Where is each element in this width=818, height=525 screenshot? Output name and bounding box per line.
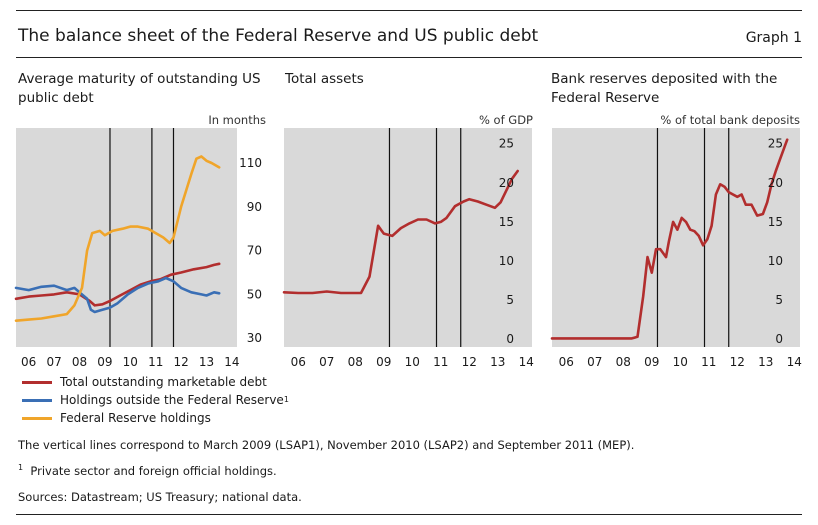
y-tick-label-total-assets: 25: [499, 137, 514, 151]
top-rule: [16, 10, 802, 11]
x-tick-label-maturity: 14: [224, 355, 239, 369]
x-tick-label-total-assets: 06: [291, 355, 306, 369]
panel-title-bank-reserves: Bank reserves deposited with the Federal…: [551, 71, 778, 106]
x-tick-label-total-assets: 13: [490, 355, 505, 369]
unit-label-bank-reserves: % of total bank deposits: [660, 113, 800, 127]
y-tick-label-maturity: 90: [247, 200, 262, 214]
x-tick-label-maturity: 09: [97, 355, 112, 369]
y-tick-label-maturity: 30: [247, 331, 262, 345]
x-tick-label-bank-reserves: 08: [616, 355, 631, 369]
x-tick-label-total-assets: 12: [462, 355, 477, 369]
x-tick-label-bank-reserves: 13: [758, 355, 773, 369]
x-tick-label-total-assets: 10: [405, 355, 420, 369]
y-tick-label-total-assets: 0: [506, 332, 514, 346]
y-tick-label-maturity: 70: [247, 244, 262, 258]
series-line-maturity-2: [14, 276, 221, 314]
x-tick-label-maturity: 12: [173, 355, 188, 369]
footnote-text: Private sector and foreign official hold…: [30, 463, 277, 478]
legend-swatch-fed-holdings: [22, 416, 52, 420]
x-tick-label-maturity: 10: [123, 355, 138, 369]
x-tick-label-total-assets: 09: [376, 355, 391, 369]
bottom-rule: [16, 514, 802, 515]
legend-item-total-debt: Total outstanding marketable debt: [22, 373, 289, 391]
x-tick-label-bank-reserves: 07: [587, 355, 602, 369]
legend-item-fed-holdings: Federal Reserve holdings: [22, 409, 289, 427]
series-line-total-assets-1: [282, 169, 520, 295]
y-tick-label-total-assets: 10: [499, 254, 514, 268]
x-tick-label-bank-reserves: 10: [673, 355, 688, 369]
y-tick-label-bank-reserves: 5: [775, 293, 783, 307]
legend-label-fed-holdings: Federal Reserve holdings: [60, 411, 211, 425]
series-line-maturity-1: [14, 262, 221, 307]
x-tick-label-bank-reserves: 12: [730, 355, 745, 369]
footnote: 1 Private sector and foreign official ho…: [18, 463, 277, 478]
x-tick-label-total-assets: 14: [519, 355, 534, 369]
legend-swatch-outside-fed: [22, 398, 52, 402]
y-tick-label-bank-reserves: 25: [768, 137, 783, 151]
graph-number: Graph 1: [745, 30, 802, 46]
plot-area-maturity: [16, 128, 237, 347]
y-tick-label-maturity: 50: [247, 287, 262, 301]
x-tick-label-total-assets: 11: [433, 355, 448, 369]
x-tick-label-bank-reserves: 11: [701, 355, 716, 369]
y-tick-label-bank-reserves: 10: [768, 254, 783, 268]
panel-title-total-assets: Total assets: [285, 71, 364, 87]
y-tick-label-bank-reserves: 0: [775, 332, 783, 346]
legend-label-total-debt: Total outstanding marketable debt: [60, 375, 267, 389]
legend-swatch-total-debt: [22, 380, 52, 384]
series-line-maturity-3: [14, 155, 221, 323]
page-title: The balance sheet of the Federal Reserve…: [18, 26, 539, 46]
plot-area-total-assets: [284, 128, 532, 347]
x-tick-label-maturity: 13: [199, 355, 214, 369]
x-tick-label-bank-reserves: 09: [644, 355, 659, 369]
y-tick-label-bank-reserves: 15: [768, 215, 783, 229]
series-line-bank-reserves-1: [550, 138, 789, 340]
y-tick-label-total-assets: 5: [506, 293, 514, 307]
y-tick-label-total-assets: 20: [499, 176, 514, 190]
plot-area-bank-reserves: [552, 128, 800, 347]
title-rule: [16, 57, 802, 58]
sources-note: Sources: Datastream; US Treasury; nation…: [18, 490, 302, 504]
x-tick-label-bank-reserves: 14: [787, 355, 802, 369]
x-tick-label-maturity: 08: [72, 355, 87, 369]
footnote-marker: 1: [18, 463, 24, 472]
legend-item-outside-fed: Holdings outside the Federal Reserve 1: [22, 391, 289, 409]
x-tick-label-bank-reserves: 06: [559, 355, 574, 369]
unit-label-total-assets: % of GDP: [478, 113, 533, 127]
y-tick-label-total-assets: 15: [499, 215, 514, 229]
unit-label-maturity: In months: [208, 113, 266, 127]
x-tick-label-total-assets: 07: [319, 355, 334, 369]
y-tick-label-bank-reserves: 20: [768, 176, 783, 190]
x-tick-label-maturity: 06: [21, 355, 36, 369]
legend: Total outstanding marketable debt Holdin…: [22, 373, 289, 427]
x-tick-label-total-assets: 08: [348, 355, 363, 369]
note-vertical-lines: The vertical lines correspond to March 2…: [18, 438, 635, 452]
x-tick-label-maturity: 11: [148, 355, 163, 369]
x-tick-label-maturity: 07: [46, 355, 61, 369]
panel-title-maturity: Average maturity of outstanding US publi…: [18, 71, 261, 106]
legend-label-outside-fed: Holdings outside the Federal Reserve: [60, 393, 284, 407]
y-tick-label-maturity: 110: [239, 156, 262, 170]
legend-footnote-marker: 1: [283, 395, 289, 404]
